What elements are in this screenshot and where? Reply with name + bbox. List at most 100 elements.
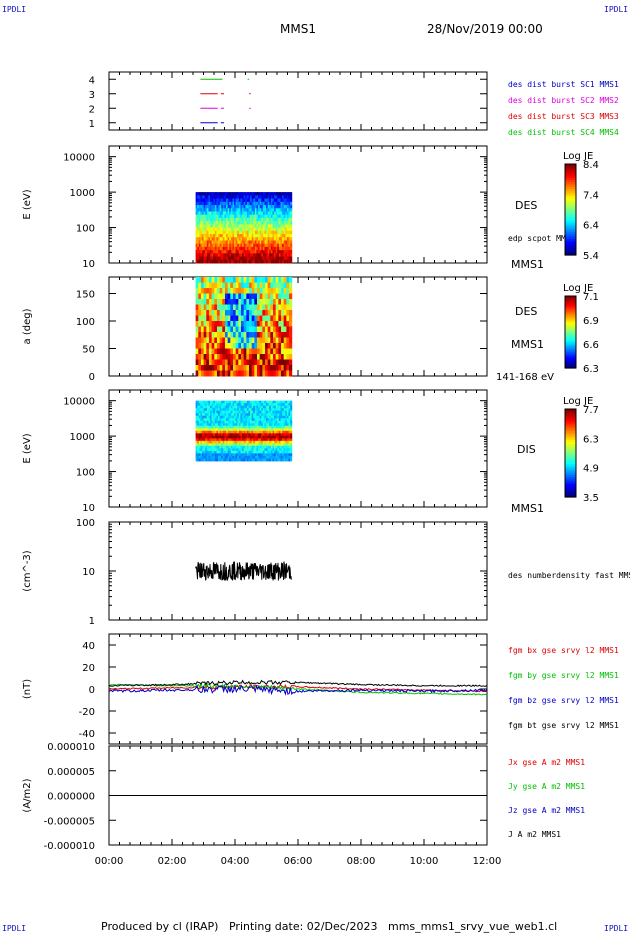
spectrogram-cell <box>290 435 293 439</box>
spectrogram-cell <box>208 433 211 437</box>
spectrogram-cell <box>235 221 238 225</box>
spectrogram-cell <box>245 253 248 258</box>
y-axis-title-pitch: a (deg) <box>22 308 33 344</box>
spectrogram-cell <box>218 440 221 444</box>
spectrogram-cell <box>203 428 206 432</box>
spectrogram-cell <box>224 440 227 444</box>
spectrogram-cell <box>265 348 269 355</box>
spectrogram-cell <box>240 453 243 457</box>
spectrogram-cell <box>253 198 256 203</box>
spectrogram-cell <box>245 192 248 196</box>
spectrogram-cell <box>195 293 199 300</box>
spectrogram-cell <box>264 259 267 264</box>
spectrogram-cell <box>251 208 254 212</box>
spectrogram-cell <box>285 237 288 241</box>
spectrogram-cell <box>280 420 283 424</box>
spectrogram-cell <box>205 428 208 432</box>
spectrogram-cell <box>226 224 229 229</box>
spectrogram-cell <box>256 423 259 427</box>
spectrogram-cell <box>274 455 277 459</box>
colorbar-des-energy-title: Log JE <box>563 151 593 162</box>
spectrogram-cell <box>269 253 272 258</box>
spectrogram-cell <box>200 205 203 209</box>
spectrogram-cell <box>267 453 270 457</box>
spectrogram-cell <box>246 448 249 452</box>
spectrogram-cell <box>203 440 206 444</box>
spectrogram-cell <box>198 418 201 422</box>
spectrogram-cell <box>213 423 216 427</box>
spectrogram-cell <box>243 293 247 300</box>
spectrogram-cell <box>243 418 246 422</box>
spectrogram-cell <box>251 453 254 457</box>
spectrogram-cell <box>248 246 251 251</box>
spectrogram-cell <box>256 410 259 414</box>
energy-band-label: 141-168 eV <box>496 372 554 383</box>
spectrogram-cell <box>281 337 285 344</box>
spectrogram-cell <box>197 217 200 222</box>
spectrogram-cell <box>198 343 202 349</box>
spectrogram-cell <box>251 418 254 422</box>
spectrogram-cell <box>211 221 214 225</box>
spectrogram-cell <box>286 211 289 216</box>
y-tick-label: 10 <box>82 259 95 270</box>
spectrogram-cell <box>261 445 264 449</box>
spectrogram-cell <box>282 408 285 412</box>
spectrogram-cell <box>254 337 258 344</box>
spectrogram-cell <box>281 293 285 300</box>
spectrogram-cell <box>203 230 206 235</box>
spectrogram-cell <box>243 400 246 404</box>
spectrogram-cell <box>283 240 286 245</box>
spectrogram-cell <box>200 310 205 316</box>
spectrogram-cell <box>285 403 288 407</box>
spectrogram-cell <box>277 259 280 264</box>
spectrogram-cell <box>240 418 243 422</box>
spectrogram-cell <box>258 208 261 212</box>
spectrogram-cell <box>278 438 281 442</box>
spectrogram-cell <box>219 337 223 344</box>
spectrogram-cell <box>195 310 199 316</box>
spectrogram-cell <box>200 337 205 344</box>
colorbar-des-energy-bin <box>565 182 576 186</box>
spectrogram-cell <box>250 455 253 459</box>
spectrogram-cell <box>222 277 226 283</box>
spectrogram-cell <box>256 211 259 216</box>
spectrogram-cell <box>226 443 229 447</box>
spectrogram-cell <box>280 214 283 219</box>
spectrogram-cell <box>227 430 230 434</box>
spectrogram-cell <box>259 315 263 322</box>
spectrogram-cell <box>274 253 277 258</box>
spectrogram-cell <box>249 321 253 327</box>
colorbar-dis-energy-bin <box>565 481 576 485</box>
spectrogram-cell <box>208 221 211 225</box>
spectrogram-cell <box>208 370 213 377</box>
spectrogram-cell <box>214 293 218 300</box>
spectrogram-cell <box>221 435 224 439</box>
spectrogram-cell <box>282 448 285 452</box>
spectrogram-cell <box>222 195 225 200</box>
spectrogram-cell <box>290 253 293 258</box>
spectrogram-cell <box>219 192 222 196</box>
spectrogram-cell <box>281 370 285 377</box>
spectrogram-cell <box>242 192 245 196</box>
spectrogram-cell <box>202 425 205 429</box>
spectrogram-cell <box>251 410 254 414</box>
spectrogram-cell <box>249 332 253 338</box>
spectrogram-cell <box>253 455 256 459</box>
spectrogram-cell <box>218 198 221 203</box>
spectrogram-cell <box>262 192 265 196</box>
spectrogram-cell <box>283 234 286 238</box>
spectrogram-cell <box>230 435 233 439</box>
spectrogram-cell <box>232 250 235 254</box>
spectrogram-cell <box>243 214 246 219</box>
spectrogram-cell <box>238 224 241 229</box>
spectrogram-cell <box>229 198 232 203</box>
spectrogram-cell <box>237 408 240 412</box>
spectrogram-cell <box>246 413 249 417</box>
spectrogram-cell <box>278 227 281 232</box>
spectrogram-cell <box>232 208 235 212</box>
spectrogram-cell <box>235 453 238 457</box>
spectrogram-cell <box>235 299 239 305</box>
spectrogram-cell <box>224 423 227 427</box>
spectrogram-cell <box>256 234 259 238</box>
spectrogram-cell <box>251 246 254 251</box>
